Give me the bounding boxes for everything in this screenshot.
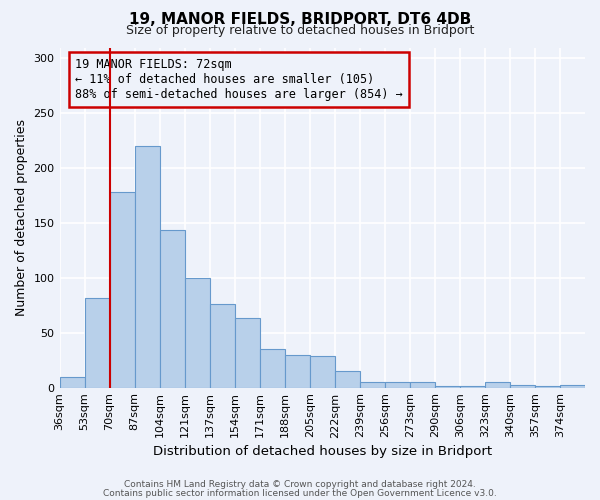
Bar [310, 356, 335, 388]
Bar [460, 386, 485, 388]
Bar [510, 386, 535, 388]
Bar [59, 376, 85, 388]
Bar [285, 354, 310, 388]
Bar [260, 349, 285, 388]
Text: Size of property relative to detached houses in Bridport: Size of property relative to detached ho… [126, 24, 474, 37]
Bar [410, 382, 435, 388]
Bar [110, 192, 134, 388]
Text: 19, MANOR FIELDS, BRIDPORT, DT6 4DB: 19, MANOR FIELDS, BRIDPORT, DT6 4DB [129, 12, 471, 28]
Bar [235, 318, 260, 388]
Bar [360, 382, 385, 388]
Bar [485, 382, 510, 388]
Bar [85, 298, 110, 388]
Y-axis label: Number of detached properties: Number of detached properties [15, 119, 28, 316]
Bar [209, 304, 235, 388]
X-axis label: Distribution of detached houses by size in Bridport: Distribution of detached houses by size … [153, 444, 492, 458]
Bar [160, 230, 185, 388]
Bar [335, 371, 360, 388]
Bar [535, 386, 560, 388]
Bar [185, 278, 209, 388]
Bar [134, 146, 160, 388]
Text: Contains public sector information licensed under the Open Government Licence v3: Contains public sector information licen… [103, 488, 497, 498]
Bar [560, 386, 585, 388]
Bar [435, 386, 460, 388]
Text: 19 MANOR FIELDS: 72sqm
← 11% of detached houses are smaller (105)
88% of semi-de: 19 MANOR FIELDS: 72sqm ← 11% of detached… [76, 58, 403, 100]
Text: Contains HM Land Registry data © Crown copyright and database right 2024.: Contains HM Land Registry data © Crown c… [124, 480, 476, 489]
Bar [385, 382, 410, 388]
